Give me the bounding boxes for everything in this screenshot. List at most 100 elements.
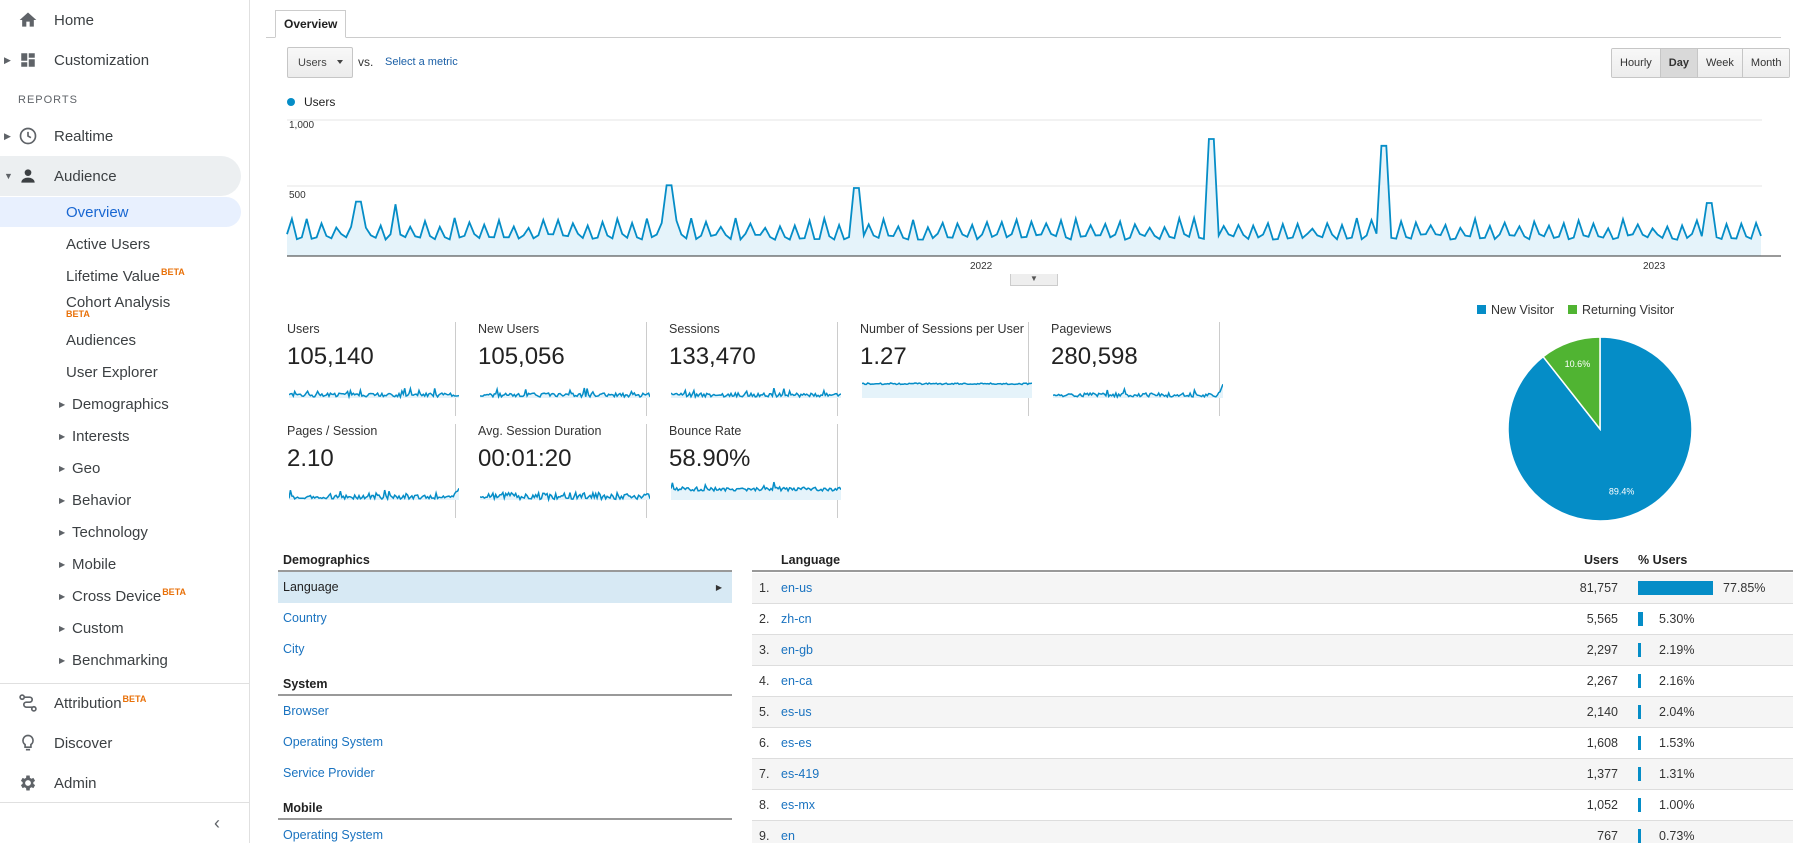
sidebar-item-benchmarking[interactable]: ▶ Benchmarking <box>0 645 241 675</box>
x-tick-label: 2023 <box>1643 261 1666 272</box>
language-link[interactable]: es-419 <box>781 767 820 781</box>
metric-tile-new-users[interactable]: New Users 105,056 <box>457 322 650 416</box>
main-content: Overview Users vs. Select a metric Hourl… <box>266 0 1819 843</box>
nav-customization[interactable]: ▶ Customization <box>0 40 250 80</box>
select-metric-link[interactable]: Select a metric <box>385 56 458 68</box>
sidebar-item-custom[interactable]: ▶ Custom <box>0 613 241 643</box>
pie-slice-returning-visitor[interactable] <box>1542 336 1601 432</box>
pie-legend-returning[interactable]: Returning Visitor <box>1567 303 1674 317</box>
sidebar-item-label: Technology <box>72 523 148 541</box>
caret-right-icon: ▶ <box>715 583 722 592</box>
chart-area <box>287 139 1761 256</box>
sidebar-item-user-explorer[interactable]: User Explorer <box>0 357 241 387</box>
sidebar-item-label: Behavior <box>72 491 132 509</box>
sparkline-area <box>289 388 459 398</box>
chevron-left-icon[interactable]: ‹ <box>214 813 220 833</box>
column-header-language[interactable]: Language <box>781 553 841 567</box>
demo-item-operating-system[interactable]: Operating System <box>283 735 384 749</box>
time-week-button[interactable]: Week <box>1697 49 1743 77</box>
metric-tile-pageviews[interactable]: Pageviews 280,598 <box>1030 322 1223 416</box>
demo-item-language[interactable]: Language ▶ <box>278 572 732 603</box>
nav-realtime[interactable]: ▶ Realtime <box>0 116 250 156</box>
sidebar-footer: ‹ <box>0 802 250 843</box>
row-index: 5. <box>759 705 770 719</box>
demo-item-mobile-operating-system[interactable]: Operating System <box>283 828 384 842</box>
nav-audience[interactable]: ▼ Audience <box>0 156 241 196</box>
demo-item-city[interactable]: City <box>283 642 305 656</box>
caret-right-icon: ▶ <box>4 54 11 65</box>
sidebar-item-interests[interactable]: ▶ Interests <box>0 421 241 451</box>
metric-value: 1.27 <box>860 343 907 370</box>
metric-tile-users[interactable]: Users 105,140 <box>266 322 459 416</box>
demo-item-label: Language <box>283 580 339 594</box>
nav-discover[interactable]: Discover <box>0 723 250 763</box>
sidebar-item-active-users[interactable]: Active Users <box>0 229 241 259</box>
sidebar-item-label: User Explorer <box>66 363 158 381</box>
column-header-users[interactable]: Users <box>1584 553 1619 567</box>
nav-home[interactable]: Home <box>0 0 250 40</box>
nav-attribution[interactable]: AttributionBETA <box>0 683 250 723</box>
sidebar-item-lifetime-value[interactable]: Lifetime ValueBETA <box>0 261 241 291</box>
metric-tile-bounce-rate[interactable]: Bounce Rate 58.90% <box>648 424 841 518</box>
percent-bar <box>1638 829 1641 843</box>
beta-badge: BETA <box>66 309 90 319</box>
percent-bar <box>1638 581 1713 595</box>
metric-tile-pages-per-session[interactable]: Pages / Session 2.10 <box>266 424 459 518</box>
users-value: 5,565 <box>1586 612 1618 626</box>
time-hourly-button[interactable]: Hourly <box>1612 49 1661 77</box>
nav-admin[interactable]: Admin <box>0 763 250 803</box>
language-link[interactable]: es-mx <box>781 798 816 812</box>
nav-attribution-label: Attribution <box>54 695 122 712</box>
demo-item-country[interactable]: Country <box>283 611 327 625</box>
metric-select[interactable]: Users <box>287 47 353 78</box>
sidebar-item-behavior[interactable]: ▶ Behavior <box>0 485 241 515</box>
sparkline <box>1053 383 1223 399</box>
sparkline <box>671 481 841 500</box>
demo-item-browser[interactable]: Browser <box>283 704 329 718</box>
percent-value: 5.30% <box>1659 612 1695 626</box>
sidebar-item-label: Cross Device <box>72 588 162 605</box>
demo-item-service-provider[interactable]: Service Provider <box>283 766 375 780</box>
table-row: 7. es-419 1,377 1.31% <box>752 759 1793 790</box>
nav-customization-label: Customization <box>54 51 150 69</box>
language-link[interactable]: es-us <box>781 705 812 719</box>
users-value: 767 <box>1597 829 1618 843</box>
table-row: 1. en-us 81,757 77.85% <box>752 573 1793 604</box>
language-link[interactable]: en <box>781 829 795 843</box>
sidebar-item-geo[interactable]: ▶ Geo <box>0 453 241 483</box>
pie-legend-new[interactable]: New Visitor <box>1477 303 1554 317</box>
metric-tile-avg-session-duration[interactable]: Avg. Session Duration 00:01:20 <box>457 424 650 518</box>
sidebar-item-audiences[interactable]: Audiences <box>0 325 241 355</box>
sidebar-item-overview[interactable]: Overview <box>0 197 241 227</box>
sidebar-item-cohort-analysis[interactable]: Cohort Analysis BETA <box>0 287 241 320</box>
language-link[interactable]: en-us <box>781 581 813 595</box>
language-link[interactable]: en-ca <box>781 674 813 688</box>
language-link[interactable]: zh-cn <box>781 612 812 626</box>
percent-bar <box>1638 643 1641 657</box>
sidebar-item-cross-device[interactable]: ▶ Cross DeviceBETA <box>0 581 241 611</box>
language-link[interactable]: es-es <box>781 736 812 750</box>
caret-right-icon: ▶ <box>59 655 66 665</box>
sparkline-area <box>862 383 1032 398</box>
percent-value: 2.16% <box>1659 674 1695 688</box>
tab-overview[interactable]: Overview <box>275 10 347 38</box>
sidebar-item-label: Active Users <box>66 235 151 253</box>
metric-name: Sessions <box>669 322 720 336</box>
sidebar-item-demographics[interactable]: ▶ Demographics <box>0 389 241 419</box>
time-day-button[interactable]: Day <box>1660 49 1698 77</box>
metric-tile-sessions[interactable]: Sessions 133,470 <box>648 322 841 416</box>
table-row: 4. en-ca 2,267 2.16% <box>752 666 1793 697</box>
metric-tile-sessions-per-user[interactable]: Number of Sessions per User 1.27 <box>839 322 1032 416</box>
dashboard-icon <box>17 49 39 71</box>
metric-value: 105,140 <box>287 343 374 370</box>
tab-bar: Overview <box>266 10 1781 38</box>
sidebar-item-mobile[interactable]: ▶ Mobile <box>0 549 241 579</box>
sidebar-item-technology[interactable]: ▶ Technology <box>0 517 241 547</box>
metric-value: 58.90% <box>669 445 751 472</box>
time-month-button[interactable]: Month <box>1742 49 1790 77</box>
language-link[interactable]: en-gb <box>781 643 813 657</box>
legend-label: New Visitor <box>1491 303 1554 317</box>
clock-icon <box>17 125 39 147</box>
column-header-pct-users[interactable]: % Users <box>1638 553 1688 567</box>
chart-collapse-toggle[interactable]: ▼ <box>1010 274 1058 286</box>
